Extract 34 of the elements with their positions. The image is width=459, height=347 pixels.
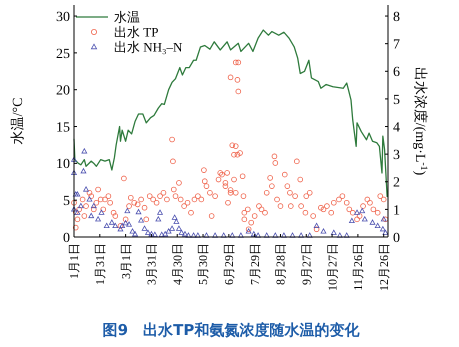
y-tick-label: 5 [63,194,70,210]
y2-tick-label: 4 [393,120,400,136]
x-tick-label: 4月30日 [170,243,184,285]
text: 图9 出水TP和氨氮浓度随水温的变化 [102,321,360,339]
x-tick-label: 6月29日 [222,243,236,285]
y2-tick-label: 7 [393,38,400,53]
y-axis-title: 水温/°C [10,98,26,144]
y2-tick-label: 1 [393,203,400,218]
x-tick-label: 8月28日 [274,243,288,285]
y-tick-label: 30 [56,10,70,25]
y-tick-label: 10 [56,157,70,172]
x-tick-label: 12月26日 [376,243,391,291]
y2-tick-label: 8 [393,10,400,25]
y-tick-label: 20 [56,84,70,99]
legend-label: 水温 [114,10,140,25]
x-tick-label: 9月27日 [299,243,314,285]
x-tick-label: 7月29日 [248,243,262,285]
x-tick-label: 3月1日 [118,243,133,279]
y2-tick-label: 2 [393,176,400,191]
x-tick-label: 3月31日 [144,243,159,285]
y2-tick-label: 3 [393,148,400,164]
y-tick-label: 15 [56,120,70,136]
x-tick-label: 1月31日 [93,243,108,285]
y-tick-label: 0 [63,230,70,246]
y2-tick-label: 6 [393,65,400,80]
legend-label: 出水 TP [114,24,158,40]
legend-label: 出水 NH₃–N [114,40,184,55]
y-tick-label: 25 [56,46,70,62]
x-tick-label: 10月27日 [325,243,340,291]
x-tick-label: 11月26日 [351,243,366,291]
y2-tick-label: 0 [393,230,400,246]
x-tick-label: 5月30日 [196,243,210,285]
y2-tick-label: 5 [393,92,400,108]
x-tick-label: 1月1日 [67,243,82,279]
